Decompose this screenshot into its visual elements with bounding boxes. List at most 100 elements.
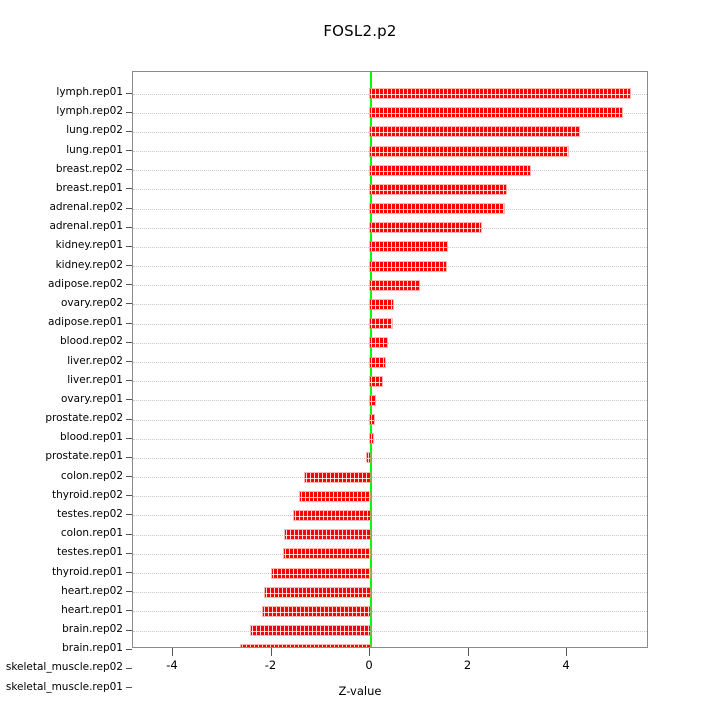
y-axis-tick (126, 476, 132, 478)
y-axis-tick (126, 92, 132, 94)
bar (370, 376, 382, 386)
y-axis-label: heart.rep02 (61, 584, 123, 597)
x-axis-tick (172, 648, 173, 656)
bar (370, 127, 580, 137)
y-axis-label: lymph.rep02 (56, 105, 123, 118)
gridline (133, 592, 647, 594)
bar (370, 338, 387, 348)
y-axis-tick (126, 188, 132, 190)
x-axis-tick (566, 648, 567, 656)
y-axis-tick (126, 456, 132, 458)
gridline (133, 611, 647, 613)
x-axis-tick-label: 0 (365, 658, 373, 672)
x-axis-title: Z-value (338, 684, 382, 698)
x-axis-tick-label: 2 (463, 658, 472, 672)
bar (370, 242, 447, 252)
y-axis-tick (126, 514, 132, 516)
y-axis-label: breast.rep01 (55, 181, 123, 194)
y-axis-label: blood.rep02 (59, 335, 123, 348)
y-axis-label: kidney.rep01 (55, 239, 123, 252)
gridline (133, 477, 647, 479)
y-axis-tick (126, 533, 132, 535)
x-axis-tick-label: 4 (562, 658, 570, 672)
y-axis-label: liver.rep02 (67, 354, 123, 367)
gridline (133, 457, 647, 459)
y-axis-tick (126, 552, 132, 554)
y-axis-tick (126, 572, 132, 573)
y-axis-tick (126, 629, 132, 631)
y-axis-label: adrenal.rep01 (49, 220, 123, 233)
gridline (133, 496, 647, 498)
gridline (133, 515, 647, 517)
y-axis-tick (126, 380, 132, 382)
y-axis-tick (126, 111, 132, 113)
bar (366, 453, 370, 463)
y-axis-tick (126, 130, 132, 132)
bar (370, 357, 386, 367)
y-axis-tick (126, 150, 132, 152)
gridline (133, 534, 647, 536)
y-axis-label: lung.rep01 (66, 143, 123, 156)
chart-title: FOSL2.p2 (323, 22, 397, 40)
y-axis-label: kidney.rep02 (55, 258, 123, 271)
bar (263, 606, 370, 616)
y-axis-label: colon.rep01 (60, 527, 123, 540)
gridline (133, 342, 647, 344)
plot-area (132, 71, 648, 648)
x-axis-tick (467, 648, 469, 656)
x-axis-tick-label: -2 (264, 658, 277, 672)
x-axis-tick (270, 648, 272, 656)
y-axis-tick (126, 341, 132, 343)
y-axis-label: ovary.rep01 (60, 392, 123, 405)
y-axis-tick (126, 418, 132, 420)
bar (370, 223, 481, 233)
y-axis-label: brain.rep02 (62, 623, 123, 636)
gridline (133, 381, 647, 383)
bar (370, 165, 531, 175)
y-axis-label: brain.rep01 (62, 642, 123, 655)
y-axis-label: adipose.rep01 (48, 316, 123, 329)
gridline (133, 630, 647, 632)
y-axis-label: liver.rep01 (67, 373, 123, 386)
y-axis-tick (126, 495, 132, 497)
bar (370, 319, 393, 329)
bar (370, 299, 394, 309)
x-axis-tick (369, 648, 370, 656)
y-axis-tick (126, 265, 132, 267)
y-axis-tick (126, 687, 132, 689)
y-axis-label: thyroid.rep02 (52, 488, 123, 501)
gridline (133, 362, 647, 364)
y-axis-tick (126, 169, 132, 171)
y-axis-label: lymph.rep01 (56, 86, 123, 98)
bar (370, 261, 446, 271)
y-axis-label: ovary.rep02 (60, 296, 123, 309)
bar (370, 434, 373, 444)
y-axis-tick (126, 591, 132, 593)
y-axis-tick (126, 437, 132, 439)
y-axis-label: lung.rep02 (66, 124, 123, 137)
gridline (133, 438, 647, 440)
y-axis-label: blood.rep01 (59, 431, 123, 444)
y-axis-label: adipose.rep02 (48, 277, 123, 290)
gridline (133, 419, 647, 421)
bar (370, 280, 419, 290)
bar (370, 108, 623, 118)
bar (370, 415, 374, 425)
y-axis-label: adrenal.rep02 (49, 201, 123, 214)
bar (251, 626, 370, 636)
gridline (133, 553, 647, 555)
y-axis-tick (126, 610, 132, 612)
bar (300, 491, 370, 501)
y-axis-label: testes.rep02 (56, 507, 123, 520)
bar (304, 472, 370, 482)
gridline (133, 400, 647, 402)
y-axis-tick (126, 303, 132, 305)
y-axis-label: skeletal_muscle.rep01 (5, 680, 123, 693)
bar (370, 395, 375, 405)
bar (370, 204, 504, 214)
y-axis-tick (126, 207, 132, 209)
y-axis-label: prostate.rep02 (45, 412, 123, 425)
y-axis-tick (126, 648, 132, 650)
y-axis-label: thyroid.rep01 (52, 565, 123, 578)
